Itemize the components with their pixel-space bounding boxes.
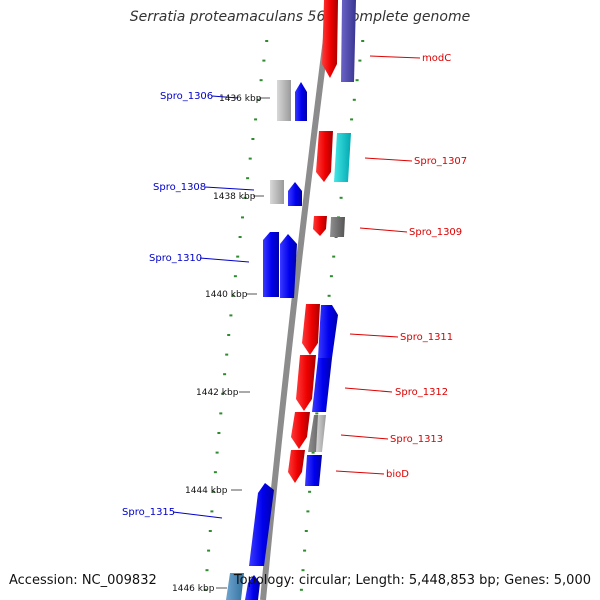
tick-dot — [205, 569, 209, 572]
position-label: 1440 kbp — [205, 290, 248, 300]
tick-dot — [208, 530, 212, 532]
tick-dot — [225, 353, 229, 356]
forward-gene-labels: Spro_1306 Spro_1308 Spro_1310 Spro_1315 — [122, 91, 213, 518]
tick-dot — [221, 392, 225, 395]
tick-dot — [308, 490, 312, 493]
gene-arrow — [313, 216, 327, 236]
gene-label[interactable]: Spro_1308 — [153, 182, 206, 193]
gene-arrow — [334, 133, 351, 182]
tick-dot — [352, 98, 356, 101]
tick-dot — [262, 59, 266, 62]
gene-arrow — [288, 450, 305, 483]
gene-label[interactable]: Spro_1312 — [395, 387, 448, 398]
tick-dot — [248, 157, 252, 160]
gene-arrow — [270, 180, 284, 204]
tick-dot — [231, 294, 235, 297]
gene-label[interactable]: Spro_1313 — [390, 434, 443, 445]
position-label: 1436 kbp — [219, 94, 262, 104]
tick-dot — [229, 314, 233, 317]
tick-dot — [304, 530, 308, 532]
tick-dot — [339, 196, 343, 199]
tick-dot — [332, 255, 336, 258]
genome-backbone — [260, 0, 334, 600]
gene-label[interactable]: Spro_1310 — [149, 253, 202, 264]
position-label: 1442 kbp — [196, 388, 239, 398]
gene-arrow — [249, 483, 274, 566]
reverse-gene-labels: modC Spro_1307 Spro_1309 Spro_1311 Spro_… — [386, 53, 467, 480]
tick-dot — [259, 79, 263, 82]
genome-title: Serratia proteamaculans 568, complete ge… — [129, 9, 471, 25]
gene-label[interactable]: Spro_1306 — [160, 91, 213, 102]
gene-arrow — [295, 82, 307, 121]
tick-dot — [223, 373, 227, 376]
label-leader-lines — [172, 55, 421, 519]
tick-dot — [246, 177, 250, 180]
forward-strand-genes — [226, 80, 338, 600]
tick-dot — [265, 40, 269, 42]
topology-text: Topology: circular; Length: 5,448,853 bp… — [233, 573, 591, 588]
gene-label[interactable]: bioD — [386, 469, 409, 480]
tick-dot — [243, 196, 247, 199]
tick-dot — [217, 432, 221, 434]
gene-label[interactable]: Spro_1311 — [400, 332, 453, 343]
gene-arrow — [330, 217, 345, 237]
tick-dot — [355, 79, 359, 82]
position-labels: 1436 kbp 1438 kbp 1440 kbp 1442 kbp 1444… — [172, 94, 262, 594]
gene-label[interactable]: Spro_1315 — [122, 507, 175, 518]
gene-arrow — [288, 182, 302, 206]
gene-arrow — [302, 304, 320, 355]
gene-arrow — [280, 234, 297, 298]
tick-dot — [311, 451, 315, 454]
tick-dot — [238, 236, 242, 238]
tick-dot — [327, 294, 331, 297]
gene-arrow — [312, 358, 332, 412]
gene-arrow — [245, 575, 260, 600]
position-label: 1444 kbp — [185, 486, 228, 496]
tick-dot — [358, 59, 362, 62]
gene-arrow — [226, 573, 244, 600]
gene-arrow — [341, 0, 356, 82]
tick-dot — [361, 40, 365, 42]
tick-dot — [212, 490, 216, 493]
tick-dot — [301, 569, 305, 572]
accession-text: Accession: NC_009832 — [9, 573, 157, 588]
tick-dot — [303, 549, 307, 552]
tick-dot — [219, 412, 223, 415]
tick-dot — [251, 138, 255, 140]
gene-arrow — [305, 455, 322, 486]
gene-arrow — [277, 80, 291, 121]
position-label: 1438 kbp — [213, 192, 256, 202]
gene-arrow — [316, 131, 333, 182]
tick-dot — [256, 98, 260, 101]
tick-dot — [213, 471, 217, 474]
tick-dot — [236, 255, 240, 258]
tick-dot — [315, 412, 319, 415]
tick-dot — [233, 275, 237, 278]
gene-label[interactable]: modC — [422, 53, 451, 64]
tick-dot — [241, 216, 244, 219]
gene-label[interactable]: Spro_1307 — [414, 156, 467, 167]
gene-arrow — [296, 355, 316, 411]
tick-dot — [350, 118, 354, 121]
tick-dot — [203, 588, 207, 591]
tick-dot — [306, 510, 310, 513]
tick-dot — [254, 118, 258, 121]
gene-arrow — [263, 232, 279, 297]
gene-arrow — [291, 412, 310, 449]
tick-dot — [299, 588, 303, 591]
gene-arrow — [316, 415, 326, 452]
gene-arrow — [322, 0, 338, 78]
gene-label[interactable]: Spro_1309 — [409, 227, 462, 238]
reverse-strand-genes — [288, 0, 356, 483]
tick-dot — [210, 510, 214, 513]
tick-dot — [329, 275, 333, 278]
gene-arrow — [318, 305, 338, 358]
tick-dot — [215, 451, 219, 454]
tick-marks — [203, 40, 365, 591]
tick-dot — [227, 334, 231, 336]
position-ticks — [216, 97, 270, 589]
position-label: 1446 kbp — [172, 584, 215, 594]
tick-dot — [207, 549, 211, 552]
